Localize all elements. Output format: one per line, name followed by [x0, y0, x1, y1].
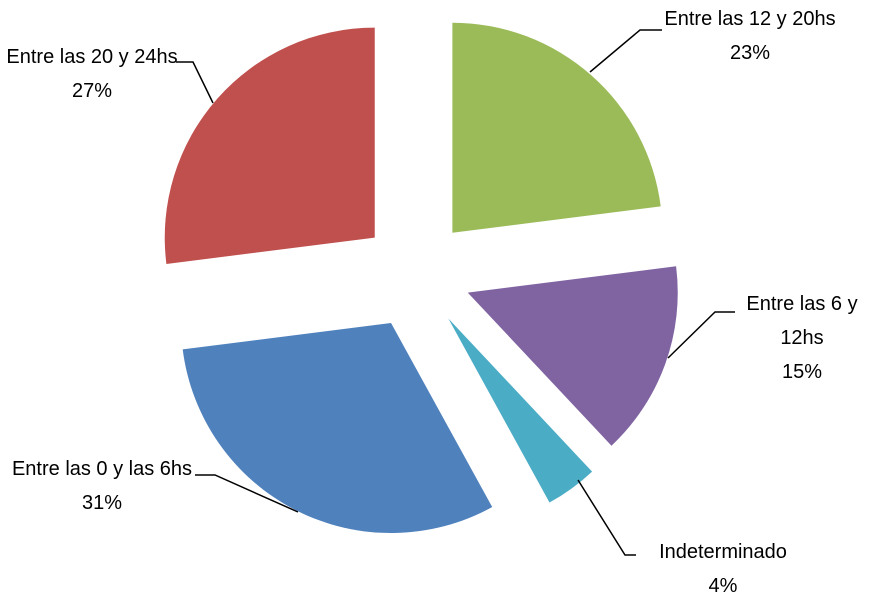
slice-label: Entre las 20 y 24hs 27%	[2, 40, 182, 108]
pie-slice	[164, 27, 375, 264]
leader-line	[577, 479, 636, 556]
slice-label: Indeterminado 4%	[628, 535, 818, 597]
value-label: 27%	[71, 80, 113, 102]
leader-line	[176, 61, 214, 104]
value-label: 15%	[781, 361, 823, 383]
value-label: 4%	[708, 575, 738, 597]
slice-label: Entre las 12 y 20hs 23%	[660, 2, 840, 70]
leader-line	[589, 29, 662, 73]
slice-label: Entre las 6 y 12hs 15%	[722, 287, 882, 389]
category-label: Indeterminado	[659, 541, 787, 563]
pie-slice	[467, 266, 678, 446]
category-label: Entre las 20 y 24hs	[6, 46, 178, 68]
pie-slice	[182, 323, 493, 534]
slice-label: Entre las 0 y las 6hs 31%	[2, 452, 202, 520]
category-label: Entre las 12 y 20hs	[664, 8, 836, 30]
leader-line	[667, 311, 735, 359]
pie-slice	[448, 318, 593, 503]
pie-slice	[452, 22, 661, 233]
category-label: Entre las 0 y las 6hs	[11, 458, 193, 480]
value-label: 23%	[729, 42, 771, 64]
value-label: 31%	[81, 492, 123, 514]
category-label: Entre las 6 y 12hs	[746, 293, 858, 349]
leader-line	[195, 474, 299, 513]
